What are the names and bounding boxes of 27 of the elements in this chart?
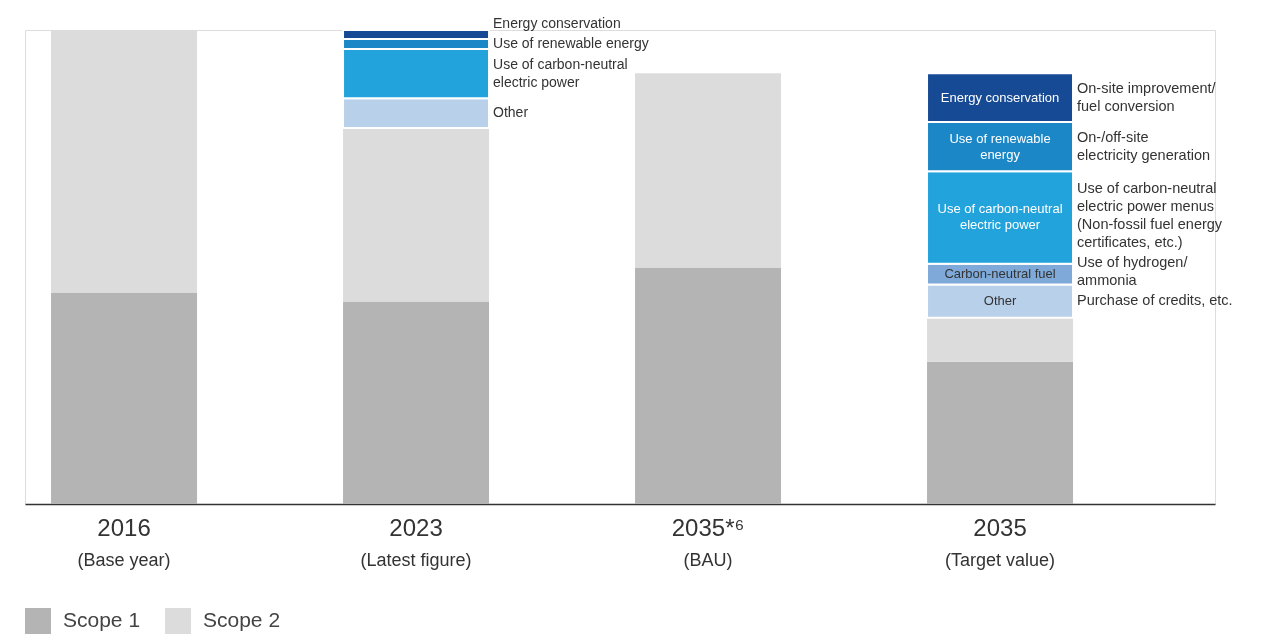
bar bbox=[635, 73, 782, 268]
category-label: 2023 (Latest figure) bbox=[360, 513, 472, 570]
bar bbox=[343, 128, 490, 302]
series-label: Use of renewable energy bbox=[493, 34, 649, 51]
annotation: Purchase of credits, etc. bbox=[1077, 292, 1233, 309]
series-label: Use of carbon-neutral electric power bbox=[493, 55, 628, 90]
bar bbox=[51, 292, 198, 504]
legend-label: Scope 1 bbox=[63, 608, 141, 631]
text: Use of carbon-neutral electric power bbox=[937, 201, 1063, 233]
series-label: Other bbox=[493, 104, 529, 121]
text: Other bbox=[983, 293, 1017, 309]
bar bbox=[927, 361, 1074, 504]
bar bbox=[343, 301, 490, 504]
text: Energy conservation bbox=[940, 89, 1060, 105]
annotation: Use of hydrogen/ ammonia bbox=[1077, 254, 1189, 289]
text: Use of renewable energy bbox=[949, 130, 1051, 162]
category-label: 2035*⁶ (BAU) bbox=[671, 513, 745, 570]
series-label: Energy conservation bbox=[493, 14, 621, 31]
legend-label: Scope 2 bbox=[203, 608, 281, 631]
bar bbox=[927, 317, 1074, 362]
annotation: On-site improvement/ fuel conversion bbox=[1077, 79, 1217, 114]
annotation: Use of carbon-neutral electric power menus (Non-fossil fuel energy certificates, etc.) bbox=[1077, 180, 1223, 251]
category-label: 2016 (Base year) bbox=[77, 513, 171, 570]
category-label: 2035 (Target value) bbox=[945, 513, 1056, 570]
bar bbox=[635, 267, 782, 504]
annotation: On-/off-site electricity generation bbox=[1077, 128, 1211, 163]
series-label: Carbon-neutral fuel bbox=[944, 266, 1056, 282]
